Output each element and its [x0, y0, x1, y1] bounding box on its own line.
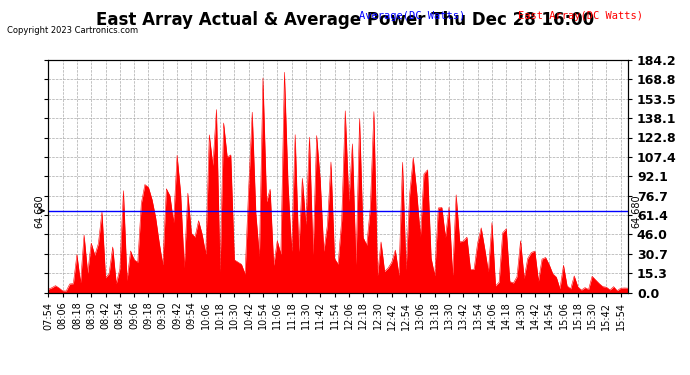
- Text: East Array(DC Watts): East Array(DC Watts): [518, 11, 642, 21]
- Text: East Array Actual & Average Power Thu Dec 28 16:00: East Array Actual & Average Power Thu De…: [96, 11, 594, 29]
- Text: 64.680: 64.680: [631, 194, 641, 228]
- Text: Copyright 2023 Cartronics.com: Copyright 2023 Cartronics.com: [7, 26, 138, 35]
- Text: 64.680: 64.680: [35, 194, 45, 228]
- Text: Average(DC Watts): Average(DC Watts): [359, 11, 465, 21]
